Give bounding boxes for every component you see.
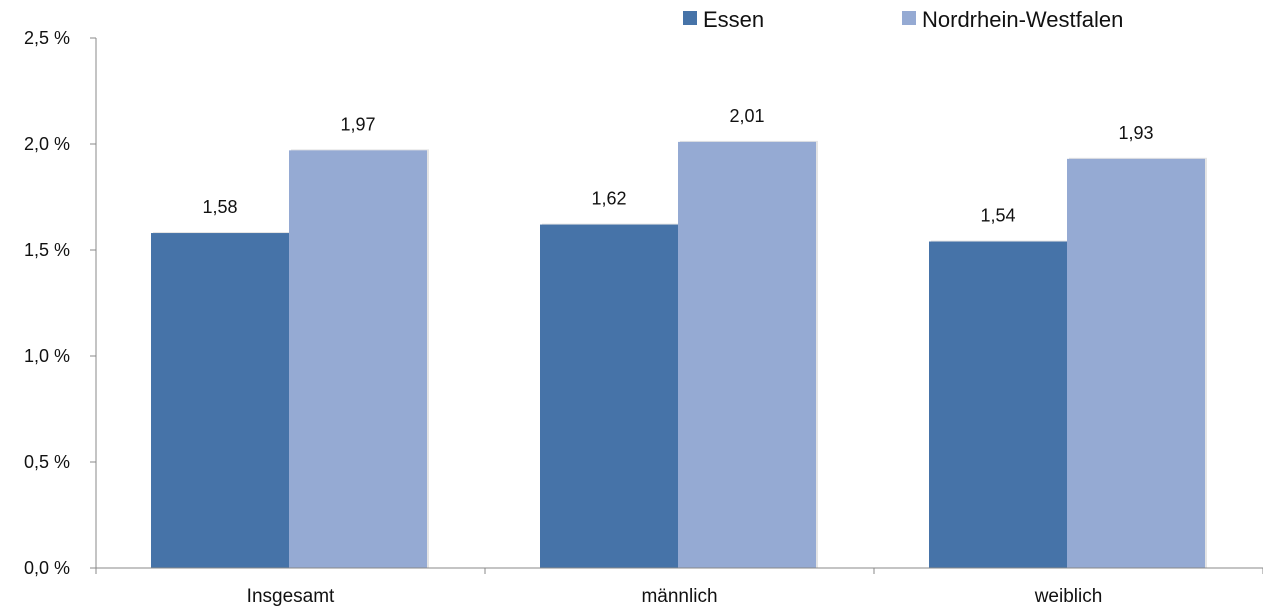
legend-label: Essen (703, 7, 764, 32)
category-label: weiblich (1034, 586, 1103, 607)
y-tick-label: 2,0 % (24, 134, 70, 154)
value-labels: 1,58 1,62 1,54 1,97 2,01 1,93 (202, 106, 1153, 226)
category-label: männlich (641, 586, 717, 607)
value-label: 1,93 (1118, 123, 1153, 143)
bar-nrw (678, 141, 816, 568)
value-label: 1,58 (202, 197, 237, 217)
y-axis-ticks: 0,0 % 0,5 % 1,0 % 1,5 % 2,0 % 2,5 % (24, 28, 96, 578)
bar-essen (929, 241, 1067, 568)
bar-essen (540, 224, 678, 568)
bar-essen (151, 233, 289, 569)
y-tick-label: 1,5 % (24, 240, 70, 260)
bars (151, 140, 1207, 569)
category-labels: Insgesamt männlich weiblich (247, 586, 1103, 607)
legend-swatch (902, 11, 916, 25)
value-label: 1,62 (591, 189, 626, 209)
y-tick-label: 1,0 % (24, 346, 70, 366)
y-tick-label: 0,0 % (24, 558, 70, 578)
bar-nrw (1067, 158, 1205, 568)
axes (95, 38, 1263, 574)
category-label: Insgesamt (247, 586, 335, 607)
value-label: 2,01 (729, 106, 764, 126)
y-tick-label: 0,5 % (24, 452, 70, 472)
value-label: 1,97 (340, 114, 375, 134)
legend-label: Nordrhein-Westfalen (922, 7, 1123, 32)
bar-nrw (289, 150, 427, 569)
y-tick-label: 2,5 % (24, 28, 70, 48)
legend-swatch (683, 11, 697, 25)
value-label: 1,54 (980, 206, 1015, 226)
legend: Essen Nordrhein-Westfalen (683, 7, 1123, 32)
